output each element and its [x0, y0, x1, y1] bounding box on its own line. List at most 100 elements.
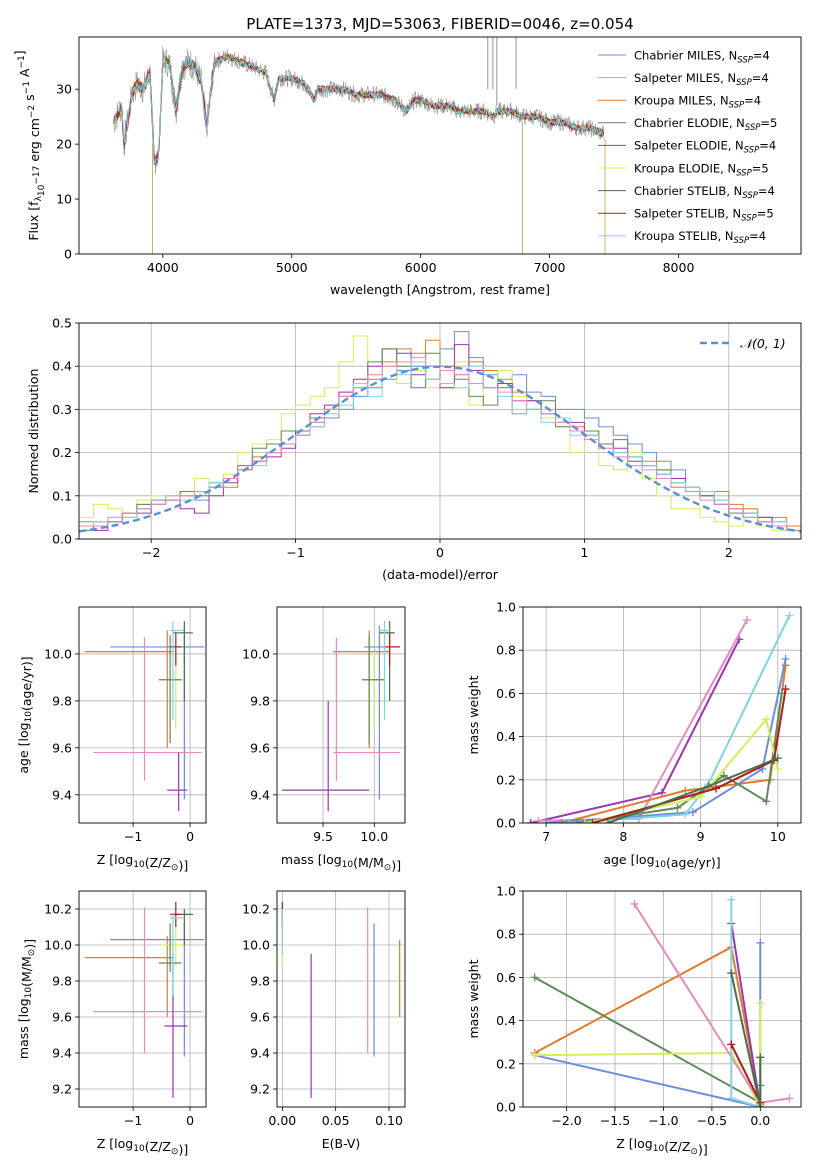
y-tick-label: 1.0	[496, 884, 516, 899]
x-tick-label: 8000	[663, 260, 695, 275]
x-tick-label: 0.10	[375, 1113, 403, 1128]
errorbars	[84, 901, 205, 1098]
legend-entry: Salpeter STELIB, NSSP=5	[634, 207, 774, 224]
y-tick-label: 9.4	[52, 1046, 72, 1061]
series-line	[534, 942, 762, 1107]
y-tick-label: 9.6	[52, 740, 72, 755]
errorbars	[84, 621, 205, 812]
x-tick-label: −1.5	[600, 1113, 630, 1128]
errorbars	[282, 621, 400, 812]
y-tick-label: 10	[56, 192, 72, 207]
series-marker	[534, 816, 543, 823]
errorbars	[281, 901, 401, 1098]
y-tick-label: 0.8	[496, 643, 516, 658]
y-tick-label: 9.6	[250, 740, 270, 755]
series-marker	[526, 819, 535, 823]
spectrum-line	[113, 52, 605, 160]
lines	[530, 895, 794, 1107]
spectrum-line	[113, 54, 604, 166]
series-marker	[719, 771, 728, 780]
axes-residual-histogram: −2 −1 0 1 2 0.0 0.1 0.2 0.3 0.4 0.5 𝒩(0, 1) (data-mo…	[26, 316, 802, 582]
series-marker	[756, 1053, 765, 1062]
x-tick-label: 1	[580, 545, 588, 560]
x-tick-label: 2	[725, 545, 733, 560]
y-axis-label: Flux [fλ10−17 erg cm−2 s−1 A−1]	[12, 50, 47, 240]
series-marker	[681, 786, 690, 795]
x-tick-label: 10.0	[360, 829, 388, 844]
y-tick-label: 1.0	[496, 600, 516, 615]
series-marker	[542, 819, 551, 823]
x-tick-label: 0	[436, 545, 444, 560]
y-tick-label: 0.6	[496, 686, 516, 701]
axes-frame	[78, 890, 207, 1108]
series-marker	[530, 973, 539, 982]
x-tick-label: 7000	[534, 260, 566, 275]
x-tick-label: 0.0	[750, 1113, 770, 1128]
figure-title: PLATE=1373, MJD=53063, FIBERID=0046, z=0…	[246, 15, 633, 33]
series-marker	[658, 788, 666, 797]
series-line	[534, 1003, 762, 1107]
series-marker	[785, 611, 794, 620]
legend-entry: Salpeter MILES, NSSP=4	[634, 71, 769, 88]
legend-entry: Chabrier STELIB, NSSP=4	[634, 184, 775, 201]
x-tick-label: −2	[142, 545, 160, 560]
y-tick-label: 10.0	[242, 646, 270, 661]
x-tick-label: 10	[770, 829, 786, 844]
y-tick-label: 0.4	[52, 359, 72, 374]
y-tick-label: 9.4	[250, 1046, 270, 1061]
series-line	[730, 1043, 762, 1104]
spectrum-line	[113, 53, 605, 164]
spectrum-lines	[113, 37, 606, 254]
series-line	[730, 923, 762, 1107]
series-marker	[565, 819, 574, 823]
y-tick-label: 9.4	[250, 787, 270, 802]
series-line	[534, 976, 762, 1105]
y-tick-label: 9.8	[250, 974, 270, 989]
y-tick-label: 0.2	[496, 772, 516, 787]
series-marker	[762, 715, 771, 724]
series-marker	[712, 784, 721, 793]
y-tick-label: 0.4	[496, 1013, 516, 1028]
axes-frame	[78, 606, 207, 824]
legend-entry: Chabrier MILES, NSSP=4	[634, 48, 770, 65]
series-marker	[756, 938, 765, 947]
y-tick-label: 9.6	[52, 1010, 72, 1025]
x-axis-label: Z [log10(Z/Z⊙)]	[97, 1136, 188, 1157]
series-marker	[573, 819, 582, 823]
series-marker	[727, 969, 736, 978]
series-marker	[603, 819, 612, 823]
legend-entry: Kroupa ELODIE, NSSP=5	[634, 161, 769, 178]
x-tick-label: 5000	[276, 260, 308, 275]
series-marker	[630, 899, 639, 908]
x-tick-label: 0	[186, 829, 194, 844]
series-marker	[781, 654, 790, 663]
y-tick-label: 10.0	[44, 938, 72, 953]
axes-frame	[276, 890, 406, 1108]
x-tick-label: −1	[124, 1113, 142, 1128]
axes-age-vs-z: −1 0 9.4 9.6 9.8 10.0 Z [log10(Z/Z⊙)] age [log1…	[16, 606, 207, 873]
spectrum-line	[113, 54, 605, 158]
axes-mass-vs-ebv: 0.00 0.05 0.10 9.2 9.4 9.6 9.8 10.0 10.2 E(B-V)	[242, 890, 406, 1151]
y-tick-label: 0.1	[52, 488, 72, 503]
x-axis-label: Z [log10(Z/Z⊙)]	[97, 852, 188, 873]
y-tick-label: 10.2	[242, 902, 270, 917]
series-marker	[756, 1103, 765, 1107]
x-tick-label: −1	[124, 829, 142, 844]
axes-mass-weight-vs-z: −2.0 −1.5 −1.0 −0.5 0.0 0.0 0.2 0.4 0.6 0.8 1.0 Z […	[466, 884, 802, 1157]
y-tick-label: 0.4	[496, 729, 516, 744]
y-axis-label: mass [log10(M/M⊙)]	[16, 939, 37, 1059]
x-axis-label: Z [log10(Z/Z⊙)]	[616, 1136, 707, 1157]
y-axis-label: age [log10(age/yr)]	[16, 656, 34, 773]
x-axis-label: (data-model)/error	[382, 567, 499, 582]
y-tick-label: 9.4	[52, 787, 72, 802]
y-tick-label: 0	[64, 247, 72, 262]
x-tick-label: 0	[186, 1113, 194, 1128]
y-tick-label: 9.8	[52, 974, 72, 989]
y-tick-label: 9.2	[52, 1082, 72, 1097]
y-tick-label: 20	[56, 137, 72, 152]
x-tick-label: −2.0	[551, 1113, 581, 1128]
series-marker	[688, 808, 697, 817]
y-tick-label: 9.8	[52, 693, 72, 708]
x-tick-label: 0.05	[322, 1113, 350, 1128]
y-tick-label: 30	[56, 82, 72, 97]
